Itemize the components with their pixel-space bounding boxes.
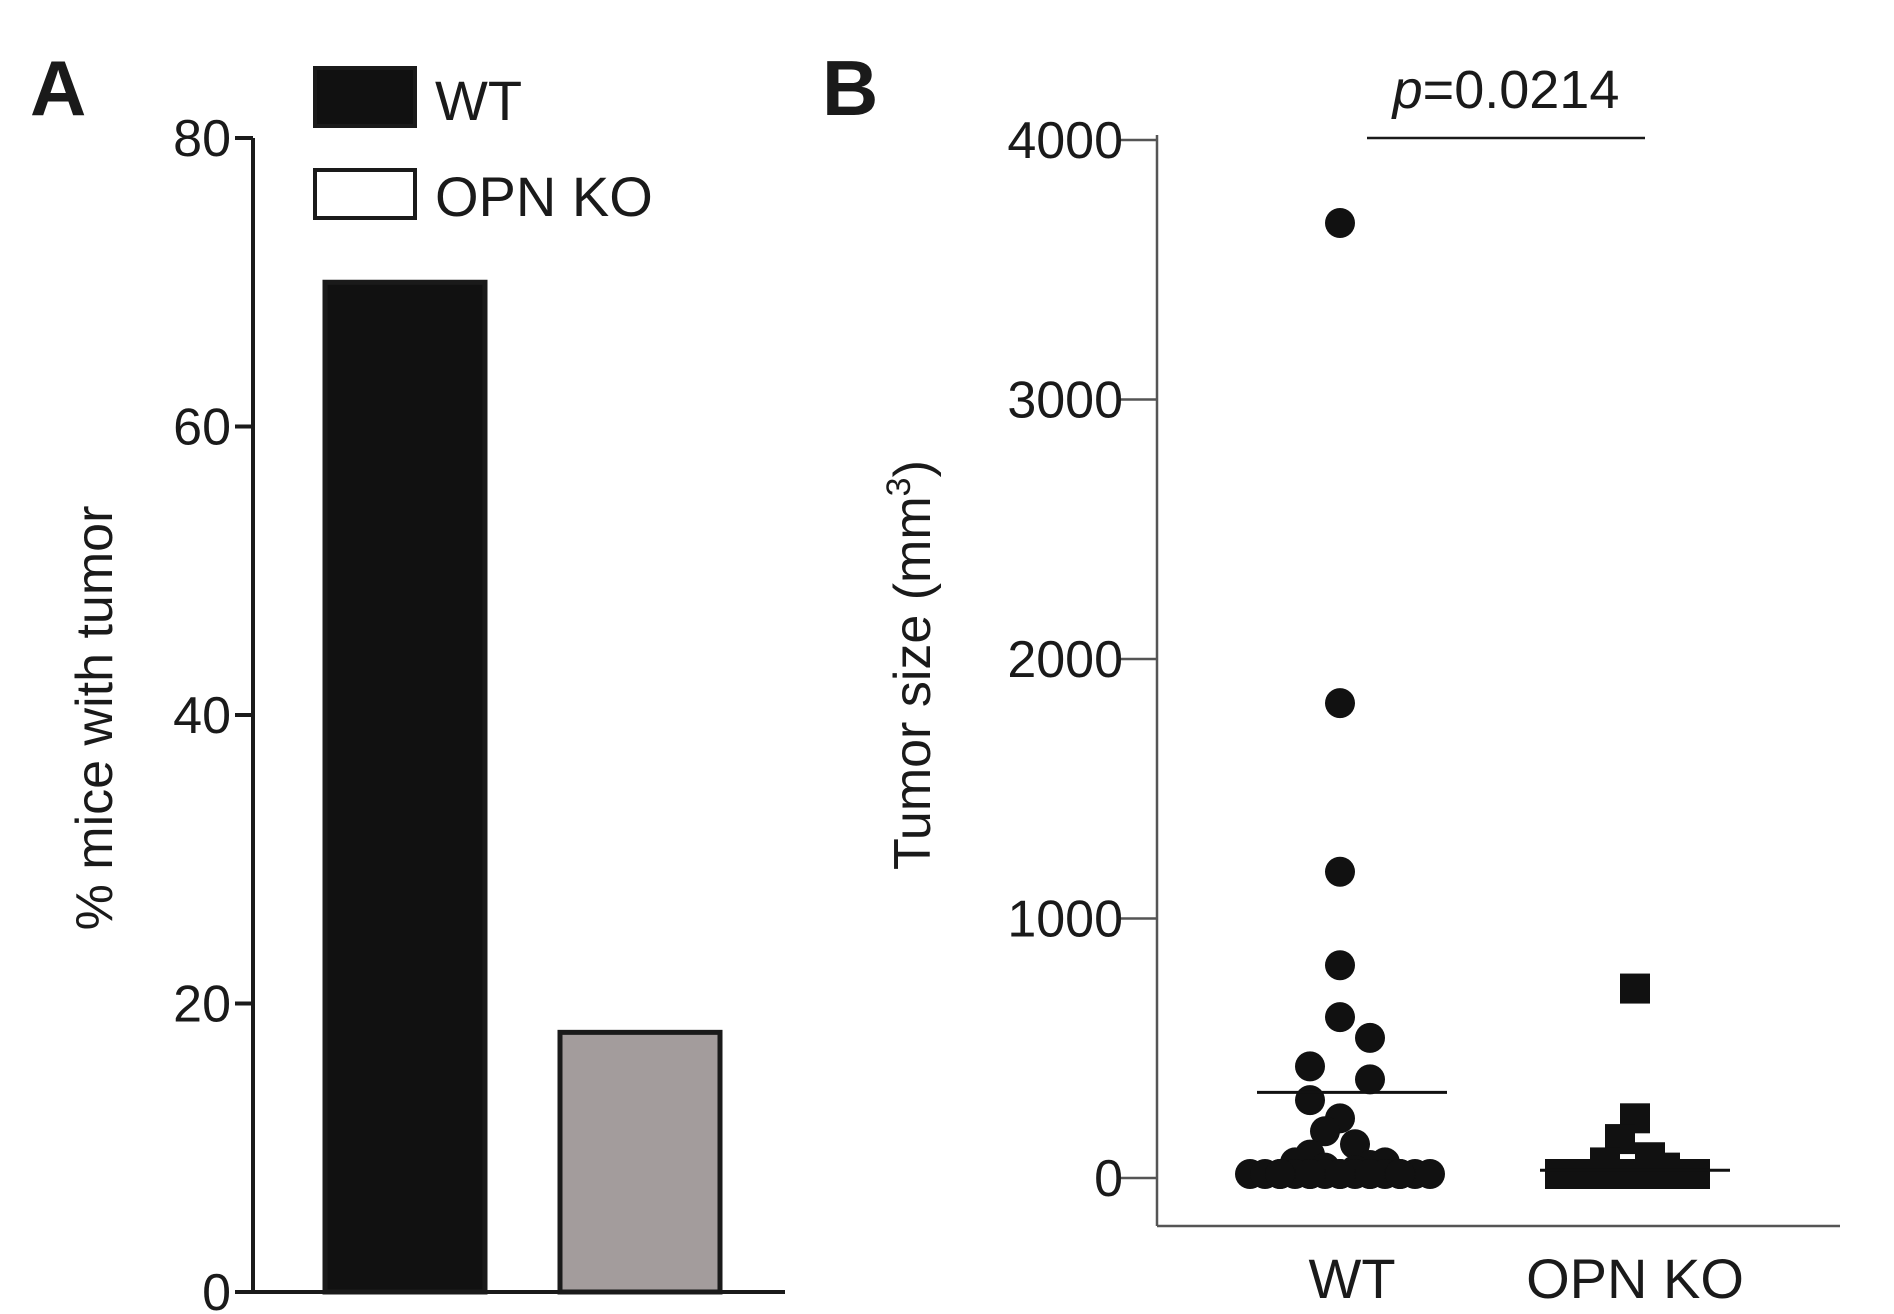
y-axis-title: Tumor size (mm3) <box>880 460 942 870</box>
data-point-wt <box>1325 950 1355 981</box>
y-tick-label: 1000 <box>1007 891 1123 949</box>
data-point-opn-ko <box>1680 1159 1710 1189</box>
x-category-label: OPN KO <box>1526 1247 1744 1310</box>
legend-swatch <box>313 66 417 128</box>
data-point-opn-ko <box>1620 973 1650 1004</box>
data-point-wt <box>1340 1129 1370 1160</box>
data-point-wt <box>1385 1159 1415 1189</box>
y-tick-label: 4000 <box>1007 112 1123 170</box>
panel-label-b: B <box>822 44 878 132</box>
y-tick-label: 60 <box>173 399 231 457</box>
legend-label: WT <box>435 69 522 132</box>
panel-a-bar-chart: 0 20 40 60 80 % mice with tumor WT OPN KO <box>66 66 785 1314</box>
y-tick-label: 3000 <box>1007 372 1123 430</box>
y-tick-label: 20 <box>173 976 231 1034</box>
data-point-wt <box>1355 1064 1385 1095</box>
data-point-wt <box>1325 856 1355 887</box>
data-point-wt <box>1325 1002 1355 1033</box>
bar-opn-ko <box>557 1029 723 1295</box>
data-point-wt <box>1295 1159 1325 1189</box>
y-tick-label: 0 <box>1094 1150 1123 1208</box>
y-axis-title: % mice with tumor <box>66 506 124 931</box>
y-tick-label: 2000 <box>1007 631 1123 689</box>
data-point-wt <box>1265 1159 1295 1189</box>
panel-b-scatter-chart: 0 1000 2000 3000 4000 Tumor size (mm3) WT OPN K… <box>880 60 1840 1310</box>
y-tick-label: 80 <box>173 110 231 168</box>
legend-swatch <box>313 168 417 220</box>
x-category-label: WT <box>1308 1247 1395 1310</box>
y-tick-label: 0 <box>202 1264 231 1314</box>
data-point-wt <box>1310 1116 1340 1147</box>
y-tick-label: 40 <box>173 687 231 745</box>
data-point-wt <box>1355 1022 1385 1053</box>
legend-label: OPN KO <box>435 165 653 228</box>
data-point-wt <box>1325 1159 1355 1189</box>
data-point-opn-ko <box>1605 1159 1635 1189</box>
bar-wt <box>322 279 488 1295</box>
p-value-annotation: p=0.0214 <box>1391 60 1620 120</box>
data-point-wt <box>1415 1159 1445 1189</box>
data-point-wt <box>1325 688 1355 719</box>
data-point-wt <box>1295 1051 1325 1082</box>
panel-label-a: A <box>30 44 86 132</box>
data-point-wt <box>1325 208 1355 239</box>
data-point-wt <box>1295 1085 1325 1116</box>
data-point-wt <box>1355 1159 1385 1189</box>
